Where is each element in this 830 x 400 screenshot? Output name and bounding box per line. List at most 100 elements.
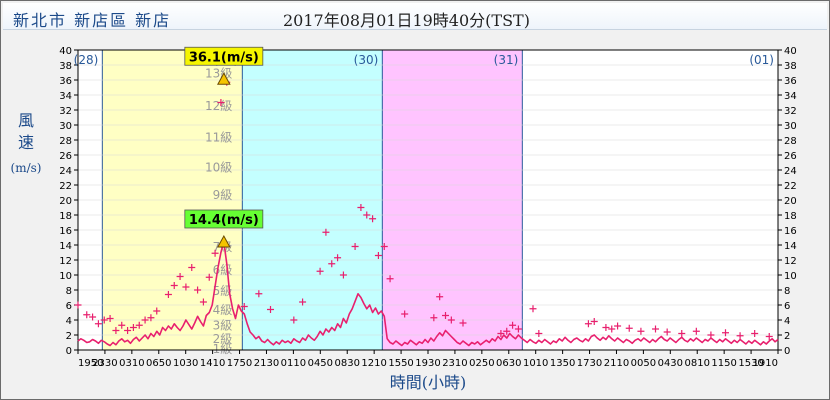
gust-point: [386, 275, 394, 283]
beaufort-label: 12級: [205, 99, 232, 113]
gust-point: [334, 254, 342, 262]
x-tick-label: 1750: [227, 358, 252, 369]
x-tick-label: 1150: [711, 358, 736, 369]
y-tick-label-right: 16: [784, 226, 797, 237]
y-tick-label: 10: [59, 271, 72, 282]
gust-point: [678, 330, 686, 337]
beaufort-label: 4級: [213, 303, 233, 317]
gust-point: [751, 330, 759, 337]
gust-point: [170, 282, 178, 289]
x-tick-label: 0810: [685, 358, 710, 369]
beaufort-label: 2級: [213, 332, 233, 346]
gust-point: [692, 327, 700, 335]
observation-time: 2017年08月01日19時40分(TST): [283, 11, 530, 30]
gust-point: [164, 291, 172, 298]
x-tick-label: 2330: [92, 358, 117, 369]
y-tick-label-right: 24: [784, 166, 797, 177]
y-tick-label-right: 6: [784, 301, 790, 312]
beaufort-label: 6級: [213, 263, 233, 277]
y-tick-label: 16: [59, 226, 72, 237]
gust-point: [316, 267, 324, 275]
y-tick-label-right: 18: [784, 211, 797, 222]
gust-point: [736, 332, 744, 340]
gust-point: [322, 228, 330, 236]
x-tick-label: 0110: [281, 358, 306, 369]
beaufort-label: 9級: [213, 188, 233, 202]
gust-point: [459, 319, 467, 327]
y-tick-label-right: 22: [784, 181, 797, 192]
gust-point: [447, 316, 455, 324]
y-tick-label: 24: [59, 166, 72, 177]
gust-point: [363, 211, 371, 219]
y-tick-label: 6: [66, 301, 72, 312]
y-tick-label: 12: [59, 256, 72, 267]
gust-point: [118, 321, 126, 329]
y-tick-label-right: 26: [784, 151, 797, 162]
gust-point: [765, 333, 773, 340]
gust-point: [369, 215, 377, 223]
beaufort-label: 1級: [213, 342, 233, 356]
gust-point: [112, 327, 120, 334]
gust-point: [707, 331, 715, 339]
y-tick-label: 8: [66, 286, 72, 297]
gust-point: [74, 301, 82, 309]
gust-markers: [74, 78, 773, 340]
gust-point: [106, 315, 114, 322]
gust-point: [663, 328, 671, 336]
x-tick-label: 0830: [335, 358, 360, 369]
peak-marker: [216, 72, 231, 85]
y-tick-label: 34: [59, 91, 72, 102]
x-tick-label: 1350: [550, 358, 575, 369]
gust-point: [401, 310, 409, 318]
peak-label: 36.1(m/s): [189, 50, 259, 65]
y-tick-label: 20: [59, 196, 72, 207]
y-tick-label: 0: [66, 346, 72, 357]
beaufort-label: 10級: [205, 160, 232, 174]
gust-point: [514, 325, 522, 333]
gust-point: [94, 320, 102, 328]
gust-point: [608, 325, 616, 333]
x-tick-label: 1010: [523, 358, 548, 369]
gust-point: [255, 290, 263, 298]
beaufort-label: 11級: [205, 130, 232, 144]
y-tick-label: 38: [59, 61, 72, 72]
y-tick-label-right: 36: [784, 76, 797, 87]
gust-point: [211, 249, 219, 257]
y-tick-label-right: 2: [784, 331, 790, 342]
x-tick-label: 1030: [173, 358, 198, 369]
gust-point: [722, 329, 729, 337]
annotation-layer: 36.1(m/s) 14.4(m/s): [184, 46, 264, 248]
gust-point: [299, 298, 307, 306]
x-tick-label: 0250: [469, 358, 494, 369]
gust-point: [217, 99, 225, 106]
x-tick-label: 1530: [738, 358, 763, 369]
gust-point: [147, 314, 155, 322]
gust-point: [328, 260, 336, 268]
x-tick-label: 1550: [388, 358, 413, 369]
gust-point: [509, 321, 517, 329]
gust-point: [380, 243, 388, 250]
gust-point: [199, 298, 207, 306]
axis-titles: 風速 (m/s) 時間(小時): [11, 111, 467, 392]
mean-wind-line: [77, 241, 779, 347]
gust-point: [124, 327, 132, 334]
y-tick-label-right: 14: [784, 241, 797, 252]
day-label: (31): [494, 53, 519, 67]
y-tick-label-right: 28: [784, 136, 797, 147]
gust-point: [135, 321, 143, 329]
gust-point: [83, 311, 91, 319]
y-tick-label-right: 30: [784, 121, 797, 132]
peak-label-box: [184, 209, 264, 229]
x-tick-label: 2130: [254, 358, 279, 369]
gust-point: [614, 322, 622, 330]
gust-point: [442, 312, 449, 319]
gust-point: [141, 316, 149, 324]
y-tick-label: 32: [59, 106, 72, 117]
gust-point: [240, 303, 248, 310]
day-label: (30): [354, 53, 379, 67]
y-tick-label: 22: [59, 181, 72, 192]
y-tick-label-right: 40: [784, 46, 797, 57]
x-tick-label: 0450: [308, 358, 333, 369]
